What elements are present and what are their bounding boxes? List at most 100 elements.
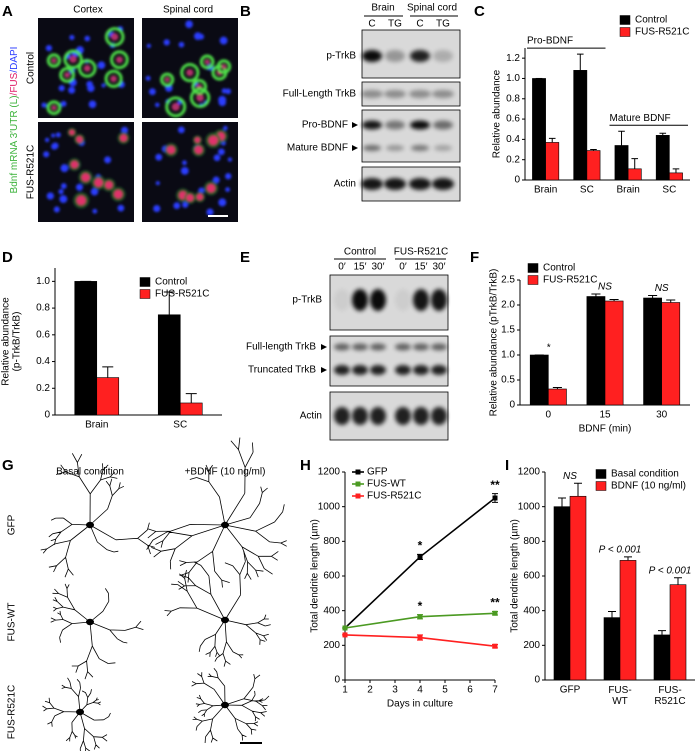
x-axis-label: BDNF (min) <box>579 424 632 435</box>
nucleus-dapi <box>206 208 214 216</box>
nucleus-dapi <box>218 198 227 207</box>
error-bar <box>102 366 114 378</box>
nucleus <box>171 102 180 111</box>
nucleus-dapi <box>84 35 91 42</box>
cell-body <box>191 78 208 95</box>
x-tick-label: Brain <box>85 420 108 431</box>
band <box>361 90 383 98</box>
band <box>385 50 405 62</box>
nucleus-dapi <box>60 164 69 173</box>
band <box>395 289 411 311</box>
bar <box>619 560 637 681</box>
y-tick-label: 1.2 <box>506 53 520 64</box>
nucleus-dapi <box>193 32 202 40</box>
soma <box>86 521 94 529</box>
legend-swatch <box>619 15 631 25</box>
marker <box>417 635 423 641</box>
error-bar <box>666 299 676 303</box>
nucleus <box>221 63 227 70</box>
y-tick-label: 0.2 <box>506 154 520 165</box>
blot-row-label: p-TrkB <box>326 51 356 62</box>
row-label: GFP <box>7 514 18 535</box>
nucleus-dapi <box>148 88 156 96</box>
nucleus-dapi <box>121 126 129 134</box>
bar <box>586 150 601 181</box>
cells <box>41 26 129 116</box>
error-bar <box>648 295 658 298</box>
nucleus-dapi <box>155 102 160 108</box>
y-tick-label: 0.4 <box>36 356 50 367</box>
error-bar <box>609 299 619 301</box>
x-tick-label: 15 <box>599 410 611 421</box>
nucleus-dapi <box>88 100 97 109</box>
nucleus-dapi <box>163 39 170 46</box>
y-tick-label: 1.5 <box>501 325 515 336</box>
blot <box>361 109 461 163</box>
nucleus <box>110 75 117 83</box>
nucleus <box>186 68 194 77</box>
nucleus-dapi <box>58 85 65 92</box>
bar <box>569 495 587 681</box>
nucleus-dapi <box>59 195 68 204</box>
error-bar <box>608 611 616 618</box>
legend-swatch <box>595 469 607 479</box>
bar <box>586 296 606 406</box>
band <box>334 343 350 351</box>
cell-body <box>110 50 129 70</box>
bar <box>157 314 181 416</box>
y-tick-label: 0.6 <box>36 329 50 340</box>
label-line: WT <box>612 696 628 707</box>
nucleus-dapi <box>55 132 61 138</box>
error-bar <box>674 577 682 585</box>
nucleus <box>83 64 91 72</box>
nucleus-dapi <box>185 20 193 29</box>
nucleus-dapi <box>223 125 228 131</box>
y-tick-label: 400 <box>323 605 340 616</box>
blot-row-label: Actin <box>334 179 356 190</box>
legend-marker <box>355 469 361 475</box>
label-line: R521C <box>654 696 685 707</box>
marker <box>492 495 498 501</box>
band <box>334 365 350 375</box>
nucleus-dapi <box>180 166 189 175</box>
nucleus <box>113 189 123 199</box>
nucleus-dapi <box>75 183 84 191</box>
annotation: NS <box>655 283 669 294</box>
band <box>410 120 430 130</box>
marker <box>492 610 498 616</box>
legend-swatch <box>139 289 151 299</box>
nucleus-dapi <box>104 156 112 164</box>
y-tick-label: 800 <box>323 536 340 547</box>
bar <box>604 300 624 406</box>
nucleus-dapi <box>212 176 220 184</box>
lane-label: TG <box>436 19 450 30</box>
annotation: * <box>418 539 423 553</box>
nucleus-dapi <box>92 208 98 214</box>
cell-body <box>216 59 232 74</box>
row-label: FUS-WT <box>7 603 18 642</box>
nucleus <box>186 194 194 202</box>
error-bar <box>659 132 667 136</box>
lane-label: 30′ <box>372 262 385 273</box>
blot-row-label: p-TrkB <box>292 295 322 306</box>
band <box>362 50 382 62</box>
band <box>384 90 406 98</box>
cell-body <box>180 63 200 83</box>
panel-label: B <box>240 3 251 20</box>
bar <box>545 142 560 181</box>
label-line: FUS- <box>608 685 631 696</box>
marker <box>417 554 423 560</box>
blot-row-label: Pro-BDNF <box>302 120 348 131</box>
nucleus-dapi <box>182 160 187 166</box>
nucleus <box>69 129 75 136</box>
legend-marker <box>355 493 361 499</box>
column-header: Spinal cord <box>163 5 213 16</box>
nucleus-dapi <box>51 133 56 138</box>
x-tick-label: 2 <box>367 685 373 696</box>
cell-body <box>46 53 62 68</box>
group-label: Mature BDNF <box>610 113 671 124</box>
stain-part: Bdnf mRNA 3′UTR (L) <box>9 95 20 193</box>
group-label: Brain <box>371 3 394 14</box>
annotation: * <box>546 343 551 354</box>
